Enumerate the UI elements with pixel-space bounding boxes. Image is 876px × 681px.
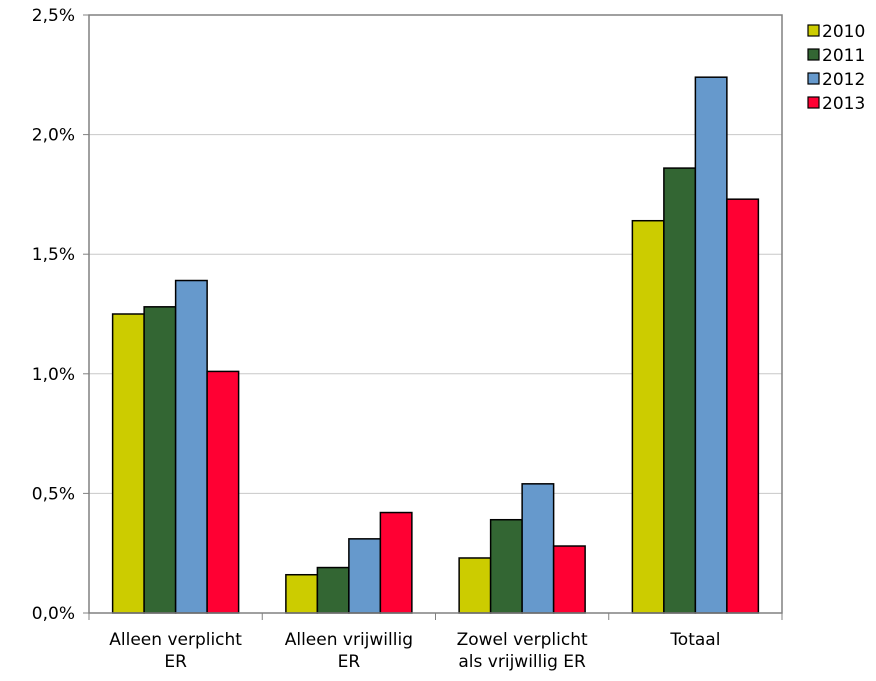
legend-label-2012: 2012	[822, 70, 865, 90]
bar-2010-cat-1	[285, 573, 319, 614]
x-category-label: Totaal	[669, 630, 720, 650]
y-tick-label: 1,0%	[32, 365, 75, 385]
x-category-label: als vrijwillig ER	[458, 652, 586, 672]
legend-swatch-2013	[807, 96, 820, 109]
bar-2013-cat-2	[552, 545, 586, 614]
bar-2011-cat-1	[316, 566, 350, 614]
bar-2010-cat-3	[631, 219, 665, 614]
y-tick-label: 1,5%	[32, 245, 75, 265]
bar-2012-cat-1	[348, 538, 382, 614]
legend-label-2013: 2013	[822, 94, 865, 114]
y-tick-label: 2,0%	[32, 126, 75, 146]
legend-label-2011: 2011	[822, 46, 865, 66]
x-category-label: Zowel verplicht	[457, 630, 588, 650]
legend: 2010 2011 2012 2013	[807, 22, 865, 114]
y-axis-ticks: 0,0% 0,5% 1,0% 1,5% 2,0% 2,5%	[32, 6, 75, 624]
x-category-label: ER	[338, 652, 361, 672]
legend-swatch-2010	[807, 24, 820, 37]
x-category-label: Alleen vrijwillig	[285, 630, 413, 650]
y-tick-label: 2,5%	[32, 6, 75, 26]
bar-2012-cat-2	[521, 483, 555, 614]
axes	[83, 14, 783, 620]
bar-2010-cat-2	[458, 557, 492, 614]
x-category-label: Alleen verplicht	[109, 630, 242, 650]
bar-2011-cat-3	[663, 167, 697, 614]
legend-label-2010: 2010	[822, 22, 865, 42]
bar-2013-cat-3	[726, 198, 760, 614]
y-tick-label: 0,5%	[32, 484, 75, 504]
bar-2011-cat-2	[489, 518, 523, 614]
bar-2012-cat-3	[694, 76, 728, 614]
legend-swatch-2011	[807, 48, 820, 61]
bar-2012-cat-0	[174, 279, 208, 614]
bar-2013-cat-1	[379, 511, 413, 614]
y-tick-label: 0,0%	[32, 604, 75, 624]
bar-2010-cat-0	[111, 313, 145, 614]
bar-2013-cat-0	[206, 370, 240, 614]
x-category-label: ER	[164, 652, 187, 672]
legend-swatch-2012	[807, 72, 820, 85]
bar-2011-cat-0	[143, 306, 177, 614]
bars	[111, 76, 760, 614]
